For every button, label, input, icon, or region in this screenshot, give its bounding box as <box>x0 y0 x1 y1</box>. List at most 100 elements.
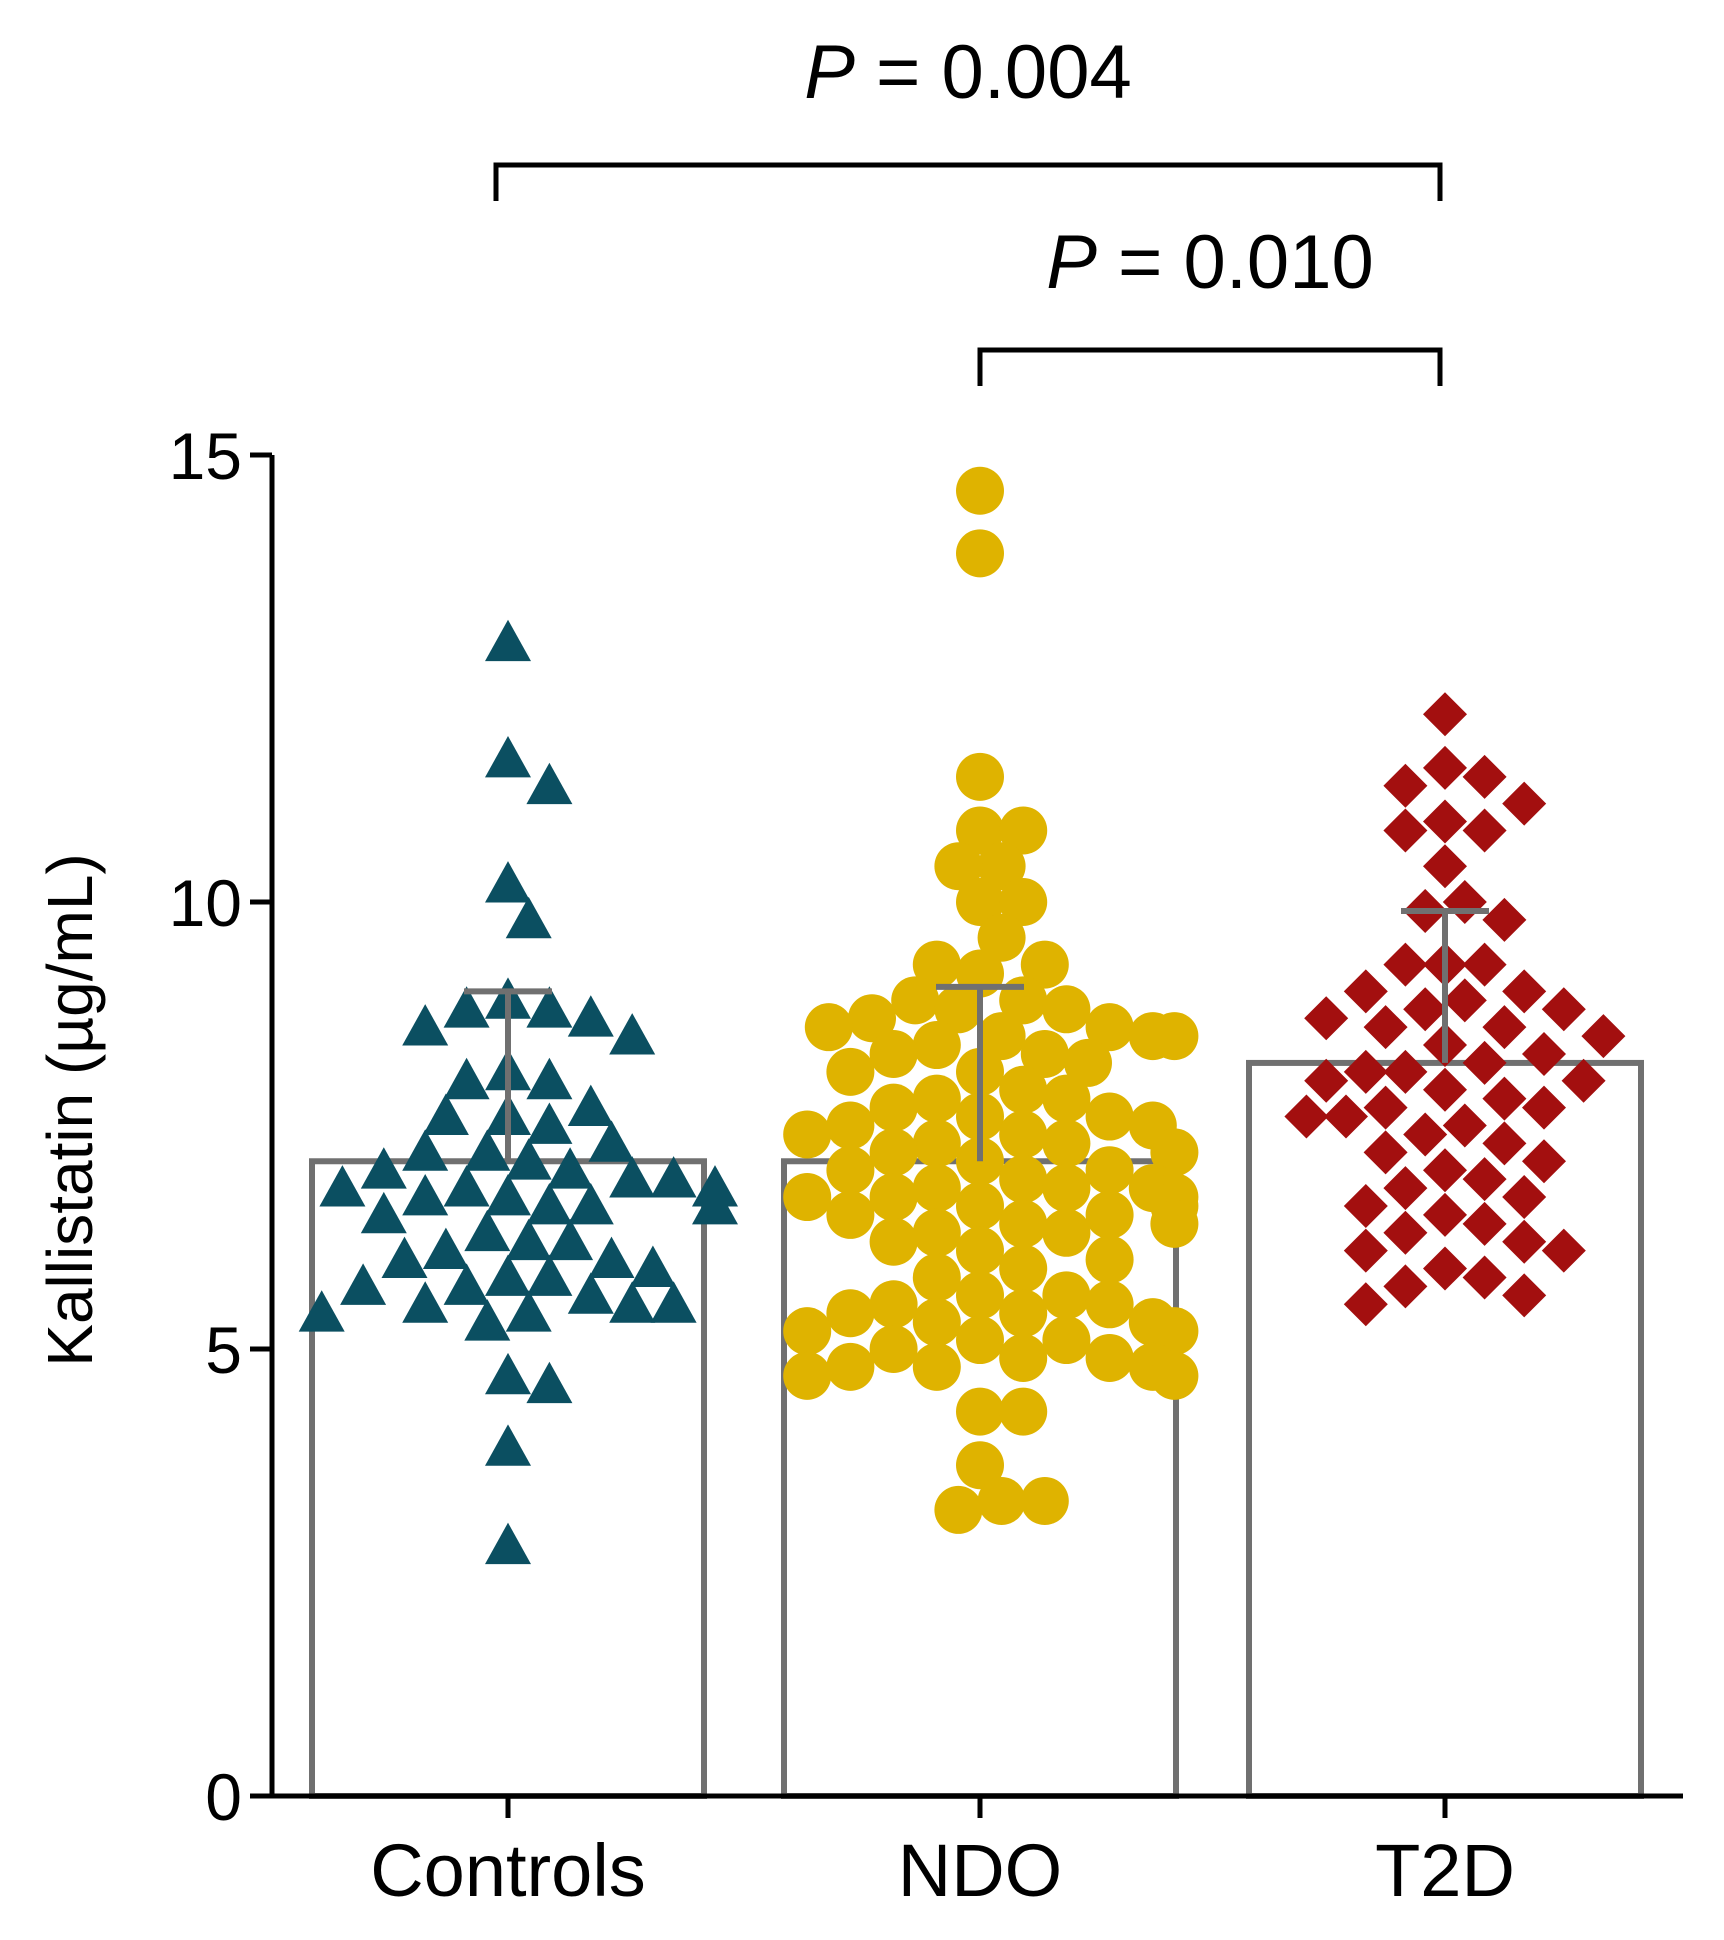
point-controls-46 <box>340 1263 387 1305</box>
point-controls-14 <box>443 1057 490 1100</box>
point-ndo-81 <box>1085 1333 1134 1382</box>
point-controls-51 <box>505 1290 552 1332</box>
point-controls-41 <box>381 1236 428 1278</box>
point-controls-1 <box>485 619 531 662</box>
point-ndo-24 <box>912 1021 961 1070</box>
point-ndo-8 <box>956 878 1004 926</box>
point-ndo-2 <box>956 529 1004 578</box>
p-value-text: = 0.010 <box>1097 220 1374 305</box>
point-ndo-63 <box>956 1226 1004 1275</box>
point-t2d-8 <box>1383 808 1428 853</box>
point-controls-53 <box>464 1299 511 1341</box>
point-ndo-64 <box>1085 1235 1134 1284</box>
point-controls-10 <box>402 1004 449 1046</box>
point-controls-33 <box>567 1182 614 1225</box>
point-t2d-55 <box>1462 1255 1507 1300</box>
point-ndo-38 <box>999 1110 1048 1159</box>
point-controls-32 <box>526 1182 573 1225</box>
point-ndo-20 <box>804 1003 853 1052</box>
point-controls-57 <box>485 1522 531 1565</box>
point-ndo-59 <box>1150 1199 1199 1248</box>
point-ndo-66 <box>912 1253 961 1302</box>
point-controls-8 <box>443 986 490 1028</box>
point-controls-55 <box>526 1361 573 1404</box>
point-ndo-52 <box>783 1173 832 1222</box>
point-t2d-56 <box>1383 1264 1428 1309</box>
point-t2d-40 <box>1482 1121 1527 1166</box>
point-t2d-18 <box>1442 978 1487 1023</box>
points-layer <box>298 466 1626 1565</box>
point-ndo-17 <box>1042 985 1091 1034</box>
point-ndo-26 <box>869 1029 918 1078</box>
x-tick-label-t2d: T2D <box>1375 1829 1515 1912</box>
point-ndo-10 <box>977 913 1026 962</box>
point-controls-17 <box>422 1093 469 1135</box>
bracket-ndo-t2d <box>977 347 1443 386</box>
point-controls-31 <box>402 1174 449 1216</box>
point-controls-4 <box>485 861 531 903</box>
point-t2d-1 <box>1423 692 1467 737</box>
point-ndo-3 <box>956 752 1004 801</box>
point-ndo-48 <box>912 1164 961 1213</box>
point-t2d-50 <box>1383 1210 1428 1255</box>
axes-layer: 0 5 10 15 Controls NDO T2D <box>169 419 1683 1912</box>
point-ndo-39 <box>783 1110 832 1159</box>
point-controls-43 <box>485 1254 531 1296</box>
point-t2d-42 <box>1522 1139 1566 1184</box>
point-controls-5 <box>505 896 552 939</box>
y-tick-label-15: 15 <box>169 419 242 493</box>
point-ndo-36 <box>826 1101 875 1150</box>
point-ndo-4 <box>956 806 1004 855</box>
point-ndo-7 <box>934 842 983 891</box>
point-controls-11 <box>609 1013 656 1055</box>
point-controls-38 <box>547 1218 594 1261</box>
point-controls-39 <box>422 1227 469 1270</box>
point-controls-25 <box>609 1156 656 1198</box>
point-ndo-80 <box>999 1333 1048 1382</box>
point-ndo-87 <box>956 1387 1004 1436</box>
point-ndo-12 <box>912 940 961 989</box>
point-controls-13 <box>526 1057 573 1100</box>
point-controls-27 <box>443 1165 490 1207</box>
significance-annotations: P = 0.004 P = 0.010 <box>493 30 1443 386</box>
point-t2d-45 <box>1383 1166 1428 1211</box>
point-controls-36 <box>464 1209 511 1252</box>
point-t2d-41 <box>1363 1130 1408 1175</box>
point-t2d-35 <box>1522 1085 1566 1130</box>
point-t2d-14 <box>1462 942 1507 987</box>
point-ndo-58 <box>999 1199 1048 1248</box>
point-ndo-69 <box>869 1280 918 1329</box>
point-controls-56 <box>485 1424 531 1466</box>
point-t2d-7 <box>1462 808 1507 853</box>
point-ndo-78 <box>1042 1316 1091 1365</box>
point-controls-37 <box>505 1218 552 1261</box>
p-value-label-controls-t2d: P = 0.004 <box>804 30 1132 115</box>
point-t2d-30 <box>1304 1058 1349 1103</box>
point-t2d-32 <box>1423 1067 1467 1112</box>
point-t2d-12 <box>1482 897 1527 942</box>
point-ndo-16 <box>934 985 983 1034</box>
point-t2d-49 <box>1462 1201 1507 1246</box>
point-t2d-48 <box>1423 1192 1467 1237</box>
point-t2d-15 <box>1383 942 1428 987</box>
point-ndo-68 <box>1042 1271 1091 1320</box>
point-t2d-51 <box>1502 1219 1547 1264</box>
point-t2d-52 <box>1343 1228 1388 1273</box>
point-ndo-89 <box>956 1441 1004 1490</box>
point-t2d-19 <box>1403 987 1448 1032</box>
point-controls-40 <box>588 1236 635 1278</box>
point-ndo-33 <box>869 1083 918 1132</box>
point-ndo-45 <box>1085 1146 1134 1195</box>
point-ndo-85 <box>783 1351 832 1400</box>
p-value-label-ndo-t2d: P = 0.010 <box>1046 220 1374 305</box>
point-controls-48 <box>402 1281 449 1323</box>
point-ndo-25 <box>1020 1029 1069 1078</box>
point-t2d-46 <box>1502 1175 1547 1220</box>
p-symbol: P <box>1046 220 1097 305</box>
point-ndo-19 <box>1085 1003 1134 1052</box>
point-ndo-31 <box>912 1074 961 1123</box>
bracket-controls-t2d <box>493 162 1443 201</box>
point-controls-2 <box>485 735 531 778</box>
point-ndo-83 <box>826 1342 875 1391</box>
